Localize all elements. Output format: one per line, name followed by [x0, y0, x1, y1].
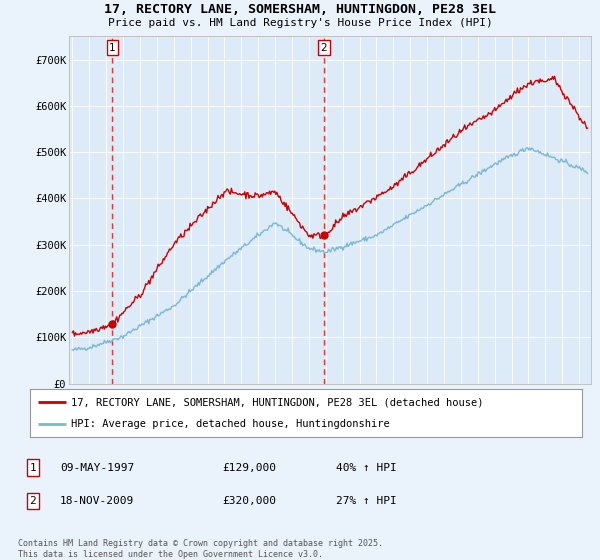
Text: 2: 2 [320, 43, 327, 53]
Text: 17, RECTORY LANE, SOMERSHAM, HUNTINGDON, PE28 3EL (detached house): 17, RECTORY LANE, SOMERSHAM, HUNTINGDON,… [71, 397, 484, 407]
Text: Contains HM Land Registry data © Crown copyright and database right 2025.
This d: Contains HM Land Registry data © Crown c… [18, 539, 383, 559]
Text: HPI: Average price, detached house, Huntingdonshire: HPI: Average price, detached house, Hunt… [71, 419, 390, 429]
Text: 09-MAY-1997: 09-MAY-1997 [60, 463, 134, 473]
Text: 18-NOV-2009: 18-NOV-2009 [60, 496, 134, 506]
Text: 27% ↑ HPI: 27% ↑ HPI [336, 496, 397, 506]
Text: Price paid vs. HM Land Registry's House Price Index (HPI): Price paid vs. HM Land Registry's House … [107, 18, 493, 28]
Text: 1: 1 [29, 463, 37, 473]
Text: 17, RECTORY LANE, SOMERSHAM, HUNTINGDON, PE28 3EL: 17, RECTORY LANE, SOMERSHAM, HUNTINGDON,… [104, 3, 496, 16]
Text: 2: 2 [29, 496, 37, 506]
Text: £129,000: £129,000 [222, 463, 276, 473]
Text: £320,000: £320,000 [222, 496, 276, 506]
Text: 1: 1 [109, 43, 116, 53]
Text: 40% ↑ HPI: 40% ↑ HPI [336, 463, 397, 473]
